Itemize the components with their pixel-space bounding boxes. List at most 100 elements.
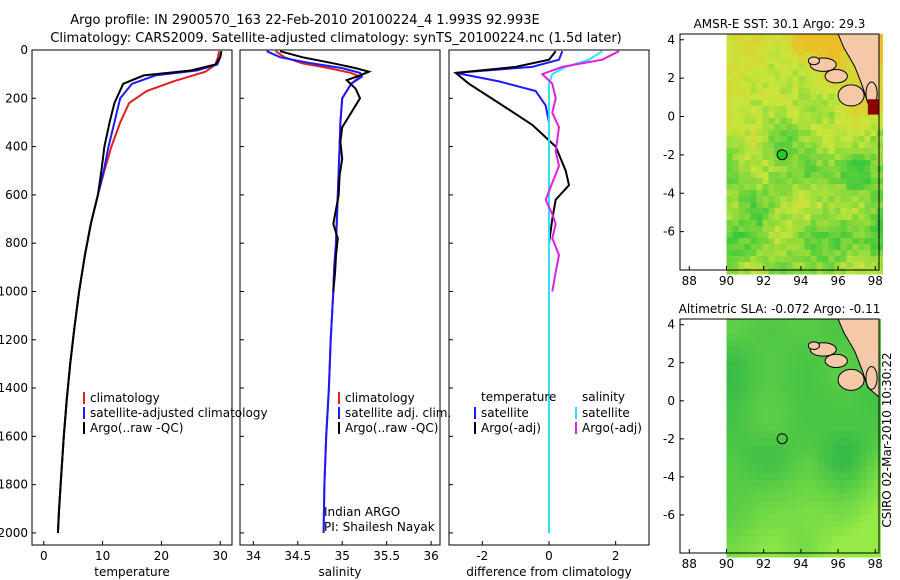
map-cell xyxy=(747,480,755,488)
map-cell xyxy=(768,232,775,239)
map-cell xyxy=(804,202,811,209)
map-cell xyxy=(810,136,817,143)
map-cell xyxy=(792,244,799,251)
map-cell xyxy=(768,340,776,348)
map-cell xyxy=(768,76,775,83)
map-cell xyxy=(754,347,762,355)
map-cell xyxy=(796,417,804,425)
map-cell xyxy=(780,40,787,47)
map-cell xyxy=(786,148,793,155)
map-cell xyxy=(804,82,811,89)
map-cell xyxy=(738,202,745,209)
map-cell xyxy=(774,244,781,251)
map-cell xyxy=(754,340,762,348)
map-cell xyxy=(780,82,787,89)
map-cell xyxy=(858,262,865,269)
map-cell xyxy=(810,172,817,179)
map-cell xyxy=(775,459,783,467)
map-cell xyxy=(756,190,763,197)
map-cell xyxy=(845,529,853,537)
map-cell xyxy=(828,82,835,89)
map-cell xyxy=(798,178,805,185)
map-cell xyxy=(831,529,839,537)
map-cell xyxy=(744,88,751,95)
map-cell xyxy=(834,94,841,101)
map-cell xyxy=(870,250,877,257)
map-cell xyxy=(744,64,751,71)
map-cell xyxy=(761,333,769,341)
map-cell xyxy=(775,333,783,341)
map-cell xyxy=(732,220,739,227)
map-frame xyxy=(679,318,880,554)
map-cell xyxy=(726,88,733,95)
x-tick-label: 90 xyxy=(719,557,734,571)
map-cell xyxy=(852,473,860,481)
y-tick-label: -4 xyxy=(663,470,675,484)
map-cell xyxy=(798,232,805,239)
map-cell xyxy=(786,52,793,59)
map-cell xyxy=(796,333,804,341)
map-cell xyxy=(810,142,817,149)
map-cell xyxy=(810,262,817,269)
map-cell xyxy=(864,226,871,233)
map-cell xyxy=(733,536,741,544)
map-cell xyxy=(816,202,823,209)
map-cell xyxy=(750,232,757,239)
map-cell xyxy=(803,508,811,516)
map-cell xyxy=(846,238,853,245)
map-cell xyxy=(762,142,769,149)
map-cell xyxy=(738,232,745,239)
map-cell xyxy=(803,424,811,432)
map-cell xyxy=(774,214,781,221)
map-cell xyxy=(747,326,755,334)
map-cell xyxy=(852,501,860,509)
map-cell xyxy=(810,148,817,155)
map-cell xyxy=(859,543,867,551)
map-cell xyxy=(726,94,733,101)
map-cell xyxy=(804,232,811,239)
map-cell xyxy=(733,361,741,369)
map-cell xyxy=(738,118,745,125)
map-cell xyxy=(744,100,751,107)
map-cell xyxy=(852,232,859,239)
map-cell xyxy=(840,184,847,191)
map-cell xyxy=(738,178,745,185)
map-cell xyxy=(803,340,811,348)
map-cell xyxy=(866,550,874,558)
map-cell xyxy=(789,368,797,376)
map-cell xyxy=(822,88,829,95)
map-cell xyxy=(810,100,817,107)
map-cell xyxy=(796,389,804,397)
map-cell xyxy=(726,226,733,233)
map-cell xyxy=(747,522,755,530)
map-cell xyxy=(817,417,825,425)
map-cell xyxy=(756,196,763,203)
map-cell xyxy=(810,396,818,404)
map-cell xyxy=(866,466,874,474)
map-cell xyxy=(774,196,781,203)
map-cell xyxy=(810,94,817,101)
map-cell xyxy=(796,361,804,369)
map-cell xyxy=(852,250,859,257)
map-cell xyxy=(828,256,835,263)
map-cell xyxy=(866,445,874,453)
map-cell xyxy=(824,501,832,509)
map-cell xyxy=(876,250,883,257)
map-cell xyxy=(838,459,846,467)
map-cell xyxy=(840,262,847,269)
map-cell xyxy=(852,76,859,83)
map-cell xyxy=(876,238,883,245)
x-tick-label: 30 xyxy=(213,549,228,563)
map-cell xyxy=(834,178,841,185)
map-cell xyxy=(816,226,823,233)
map-cell xyxy=(852,178,859,185)
map-cell xyxy=(866,431,874,439)
map-cell xyxy=(780,256,787,263)
map-cell xyxy=(792,166,799,173)
map-cell xyxy=(858,190,865,197)
map-cell xyxy=(738,100,745,107)
map-cell xyxy=(756,64,763,71)
map-cell xyxy=(782,361,790,369)
map-cell xyxy=(738,142,745,149)
map-cell xyxy=(873,410,881,418)
